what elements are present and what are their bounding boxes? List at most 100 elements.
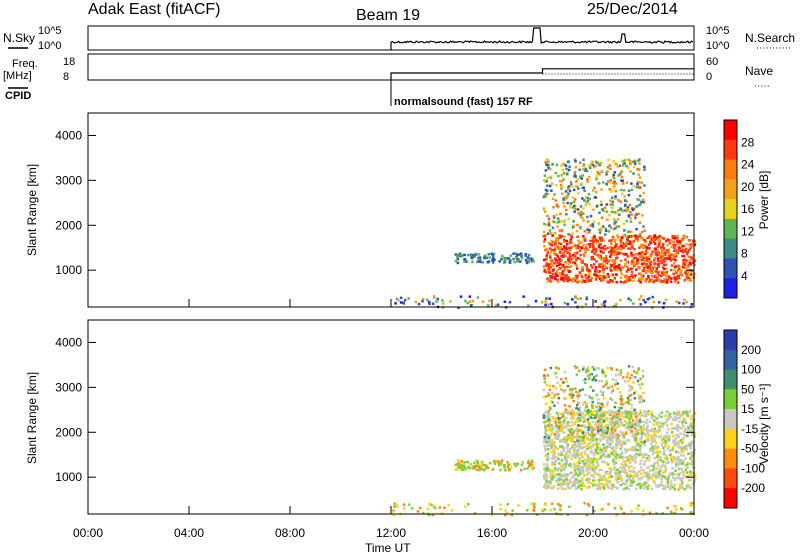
heatmap-cell (687, 270, 690, 274)
heatmap-cell (612, 218, 616, 221)
heatmap-cell (556, 280, 560, 283)
heatmap-cell (595, 175, 599, 178)
heatmap-cell (634, 461, 637, 464)
heatmap-cell (603, 478, 607, 481)
heatmap-cell (600, 200, 603, 203)
heatmap-cell (503, 258, 506, 261)
heatmap-cell (556, 381, 560, 384)
heatmap-cell (563, 456, 567, 460)
heatmap-cell (609, 203, 613, 206)
heatmap-cell (564, 164, 568, 167)
heatmap-cell (523, 467, 526, 471)
heatmap-cell (639, 452, 642, 455)
heatmap-cell (667, 257, 671, 260)
heatmap-cell (587, 426, 591, 429)
heatmap-cell (615, 225, 618, 228)
heatmap-cell (617, 199, 620, 202)
heatmap-cell (556, 225, 559, 228)
colorbar-swatch (724, 199, 737, 220)
heatmap-cell (562, 426, 565, 430)
heatmap-cell (594, 450, 598, 453)
heatmap-cell (599, 412, 602, 415)
heatmap-cell (644, 252, 647, 256)
heatmap-cell (606, 410, 609, 414)
heatmap-cell (693, 477, 697, 480)
heatmap-cell (616, 422, 619, 425)
heatmap-cell (601, 460, 604, 464)
heatmap-cell (568, 252, 571, 256)
heatmap-cell (616, 468, 619, 471)
heatmap-cell (599, 405, 603, 408)
heatmap-cell (553, 461, 557, 464)
heatmap-cell (591, 417, 594, 420)
heatmap-cell (565, 477, 568, 481)
heatmap-cell (640, 476, 643, 480)
heatmap-cell (648, 236, 651, 239)
heatmap-cell (654, 253, 658, 256)
heatmap-cell (662, 452, 666, 456)
heatmap-cell (664, 440, 668, 443)
heatmap-cell (604, 229, 608, 232)
heatmap-cell (584, 303, 588, 306)
heatmap-cell (573, 482, 577, 485)
heatmap-cell (608, 467, 611, 470)
heatmap-cell (407, 297, 410, 300)
heatmap-cell (598, 231, 602, 234)
heatmap-cell (656, 259, 660, 263)
heatmap-cell (543, 420, 547, 424)
heatmap-cell (581, 456, 584, 459)
heatmap-cell (581, 445, 585, 449)
heatmap-cell (579, 479, 583, 483)
heatmap-cell (613, 452, 616, 456)
heatmap-cell (659, 456, 662, 460)
heatmap-cell (661, 471, 665, 474)
heatmap-cell (565, 243, 569, 246)
heatmap-cell (557, 434, 560, 438)
power-colorbar-label: Power [dB] (757, 171, 771, 230)
heatmap-cell (566, 436, 570, 439)
heatmap-cell (581, 431, 584, 435)
heatmap-cell (499, 468, 502, 472)
heatmap-cell (548, 266, 551, 270)
heatmap-cell (476, 464, 480, 468)
heatmap-cell (543, 268, 547, 272)
heatmap-cell (621, 482, 624, 486)
colorbar-swatch (724, 428, 737, 450)
heatmap-cell (535, 513, 539, 516)
heatmap-cell (615, 368, 619, 371)
heatmap-cell (477, 256, 480, 260)
heatmap-cell (627, 488, 631, 491)
heatmap-cell (576, 461, 579, 465)
heatmap-cell (583, 462, 586, 466)
heatmap-cell (668, 412, 672, 416)
heatmap-cell (558, 421, 561, 424)
heatmap-cell (600, 188, 603, 191)
heatmap-cell (661, 463, 664, 466)
heatmap-cell (577, 440, 580, 444)
heatmap-cell (639, 236, 643, 239)
heatmap-cell (606, 417, 609, 421)
heatmap-cell (532, 509, 536, 512)
heatmap-cell (611, 200, 614, 204)
heatmap-cell (655, 441, 658, 444)
heatmap-cell (657, 476, 661, 479)
heatmap-cell (558, 267, 562, 270)
heatmap-cell (684, 444, 688, 448)
heatmap-cell (594, 196, 598, 199)
heatmap-cell (577, 243, 581, 246)
heatmap-cell (543, 270, 546, 273)
heatmap-cell (650, 252, 653, 256)
heatmap-cell (584, 402, 587, 405)
heatmap-cell (682, 259, 685, 262)
heatmap-cell (566, 513, 570, 516)
heatmap-cell (648, 297, 651, 300)
heatmap-cell (547, 303, 550, 306)
heatmap-cell (637, 212, 640, 216)
heatmap-cell (597, 429, 600, 433)
heatmap-cell (645, 475, 648, 478)
heatmap-cell (651, 468, 655, 472)
heatmap-cell (667, 277, 671, 280)
heatmap-cell (676, 458, 680, 462)
heatmap-cell (690, 244, 694, 248)
heatmap-cell (677, 463, 680, 466)
